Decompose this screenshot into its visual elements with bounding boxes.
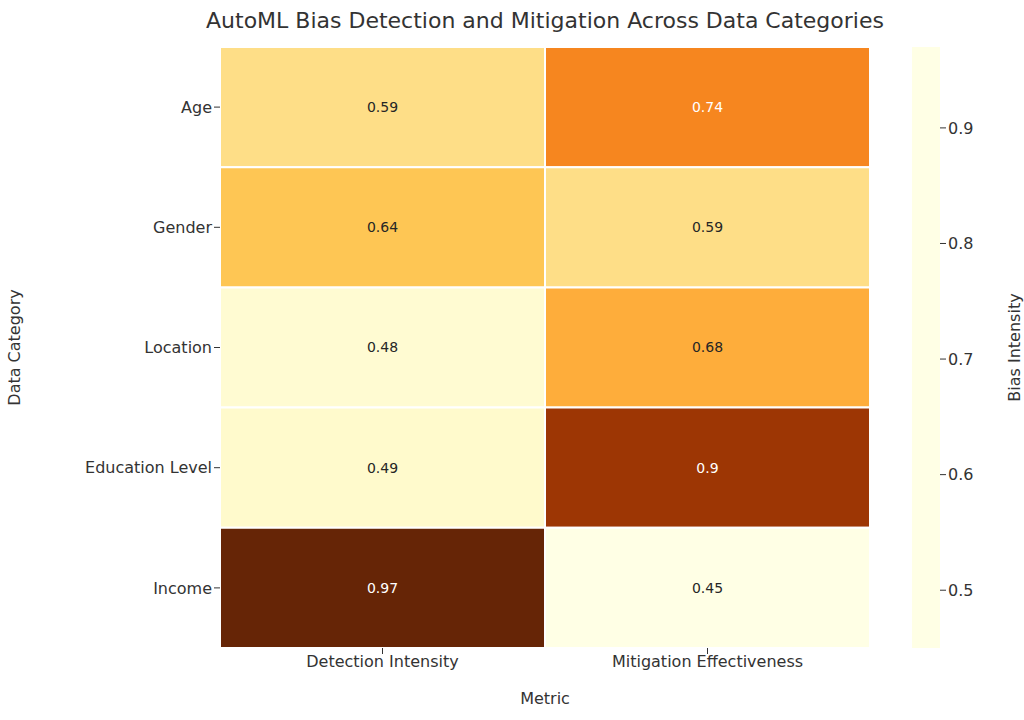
svg-text:0.9: 0.9 (696, 460, 718, 476)
svg-text:0.45: 0.45 (692, 580, 723, 596)
svg-text:Data Category: Data Category (8, 289, 24, 405)
svg-text:0.59: 0.59 (367, 99, 398, 115)
svg-text:0.8: 0.8 (948, 234, 973, 253)
svg-text:Age: Age (181, 98, 212, 117)
svg-text:0.7: 0.7 (948, 350, 973, 369)
svg-text:0.48: 0.48 (367, 339, 398, 355)
svg-text:Metric: Metric (520, 689, 570, 708)
svg-text:0.68: 0.68 (692, 339, 723, 355)
svg-text:0.9: 0.9 (948, 119, 973, 138)
svg-text:0.74: 0.74 (692, 99, 723, 115)
svg-text:Bias Intensity: Bias Intensity (1005, 293, 1016, 401)
svg-text:Income: Income (153, 579, 212, 598)
svg-text:Mitigation Effectiveness: Mitigation Effectiveness (612, 652, 803, 671)
svg-text:0.5: 0.5 (948, 581, 973, 600)
html-text:AutoML Bias Detection and Miti: AutoML Bias Detection and Mitigation Acr… (206, 8, 884, 33)
svg-text:Gender: Gender (153, 218, 212, 237)
svg-text:0.49: 0.49 (367, 460, 398, 476)
svg-text:0.97: 0.97 (367, 580, 398, 596)
svg-text:Education Level: Education Level (85, 458, 212, 477)
svg-text:0.64: 0.64 (367, 219, 398, 235)
svg-text:Location: Location (144, 338, 212, 357)
svg-text:0.6: 0.6 (948, 465, 973, 484)
svg-text:Detection Intensity: Detection Intensity (306, 652, 458, 671)
svg-text:0.59: 0.59 (692, 219, 723, 235)
